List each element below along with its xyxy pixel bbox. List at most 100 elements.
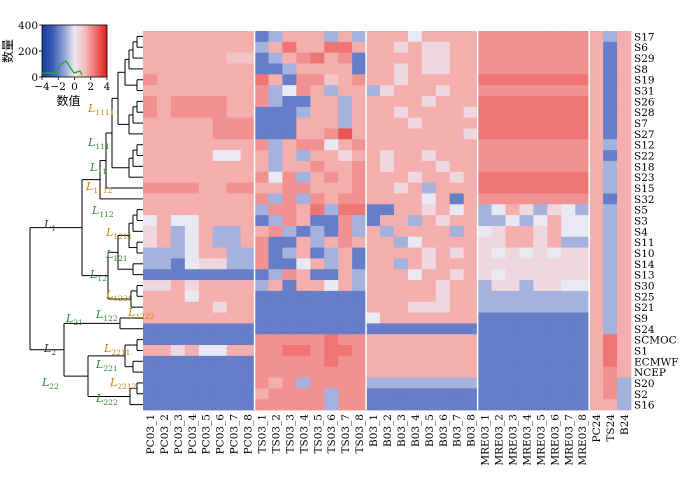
heatmap-cell (170, 258, 186, 270)
heatmap-cell (575, 41, 590, 54)
heatmap-cell (547, 377, 562, 389)
heatmap-cell (324, 388, 339, 400)
heatmap-cell (617, 236, 632, 248)
heatmap-cell (519, 117, 534, 129)
heatmap-cell (519, 74, 534, 86)
heatmap-cell (449, 355, 465, 368)
heatmap-cell (449, 301, 465, 313)
heatmap-cell (547, 117, 562, 129)
heatmap-cell (575, 63, 590, 75)
heatmap-cell (254, 388, 269, 400)
heatmap-cell (421, 312, 437, 324)
heatmap-cell (156, 31, 172, 43)
heatmap-cell (352, 377, 367, 389)
heatmap-cell (393, 225, 409, 238)
heatmap-cell (533, 334, 548, 346)
heatmap-cell (184, 345, 200, 357)
heatmap-cell (477, 204, 492, 216)
heatmap-cell (477, 117, 492, 129)
heatmap-cell (352, 95, 367, 108)
heatmap-cell (421, 258, 437, 270)
heatmap-cell (338, 52, 353, 64)
heatmap-cell (519, 366, 534, 378)
heatmap-cell (533, 95, 548, 108)
heatmap-cell (240, 301, 255, 313)
heatmap-cell (380, 52, 395, 64)
heatmap-cell (226, 258, 241, 270)
heatmap-cell (226, 377, 241, 389)
colorbar-rect (41, 24, 108, 78)
heatmap-cell (407, 269, 423, 281)
heatmap-cell (380, 85, 395, 97)
heatmap-cell (547, 312, 562, 324)
heatmap-cell (310, 106, 325, 119)
heatmap-cell (477, 236, 492, 248)
heatmap-cell (380, 269, 395, 281)
heatmap-cell (338, 160, 353, 173)
heatmap-cell (282, 388, 297, 400)
heatmap-cell (226, 215, 241, 227)
heatmap-cell (533, 258, 548, 270)
heatmap-cell (226, 204, 241, 216)
heatmap-cell (324, 269, 339, 281)
heatmap-cell (435, 63, 451, 75)
heatmap-cell (240, 74, 255, 86)
heatmap-cell (435, 290, 451, 303)
colorbar-y-tick-label: 0 (31, 72, 38, 84)
heatmap-cell (143, 150, 158, 162)
heatmap-cell (198, 31, 214, 43)
heatmap-cell (324, 225, 339, 238)
heatmap-cell (226, 95, 241, 108)
heatmap-cell (393, 388, 409, 400)
heatmap-cell (533, 377, 548, 389)
heatmap-cell (212, 366, 228, 378)
heatmap-cell (143, 377, 158, 389)
heatmap-cell (338, 269, 353, 281)
heatmap-cell (589, 290, 604, 303)
heatmap-cell (519, 63, 534, 75)
heatmap-cell (519, 334, 534, 346)
heatmap-cell (254, 280, 269, 292)
column-label: TS03_6 (326, 414, 338, 454)
heatmap-cell (463, 399, 479, 411)
heatmap-cell (575, 225, 590, 238)
heatmap-cell (603, 52, 618, 64)
heatmap-cell (575, 117, 590, 129)
heatmap-cell (463, 74, 479, 86)
heatmap-cell (296, 128, 311, 140)
heatmap-cell (170, 63, 186, 75)
cluster-label: L222 (95, 392, 118, 407)
heatmap-cell (533, 204, 548, 216)
column-label: PC24 (591, 414, 603, 443)
heatmap-cell (324, 41, 339, 54)
heatmap-cell (226, 193, 241, 205)
heatmap-cell (603, 150, 618, 162)
heatmap-cell (575, 193, 590, 205)
heatmap-cell (366, 215, 381, 227)
heatmap-cell (393, 52, 409, 64)
heatmap-cell (603, 160, 618, 173)
heatmap-cell (240, 85, 255, 97)
heatmap-cell (310, 74, 325, 86)
column-label: B03_2 (382, 414, 394, 447)
heatmap-cell (296, 388, 311, 400)
heatmap-cell (212, 388, 228, 400)
heatmap-cell (380, 150, 395, 162)
heatmap-cell (393, 106, 409, 119)
heatmap-cell (352, 334, 367, 346)
heatmap-cell (338, 128, 353, 140)
heatmap-cell (143, 247, 158, 259)
heatmap-cell (575, 345, 590, 357)
heatmap-cell (352, 355, 367, 368)
heatmap-cell (143, 269, 158, 281)
heatmap-cell (561, 236, 576, 248)
heatmap-cell (463, 52, 479, 64)
heatmap-cell (198, 345, 214, 357)
heatmap-cell (184, 85, 200, 97)
heatmap-cell (366, 269, 381, 281)
heatmap-cell (156, 215, 172, 227)
heatmap-cell (170, 377, 186, 389)
heatmap-cell (561, 290, 576, 303)
heatmap-cell (519, 193, 534, 205)
heatmap-cell (547, 85, 562, 97)
